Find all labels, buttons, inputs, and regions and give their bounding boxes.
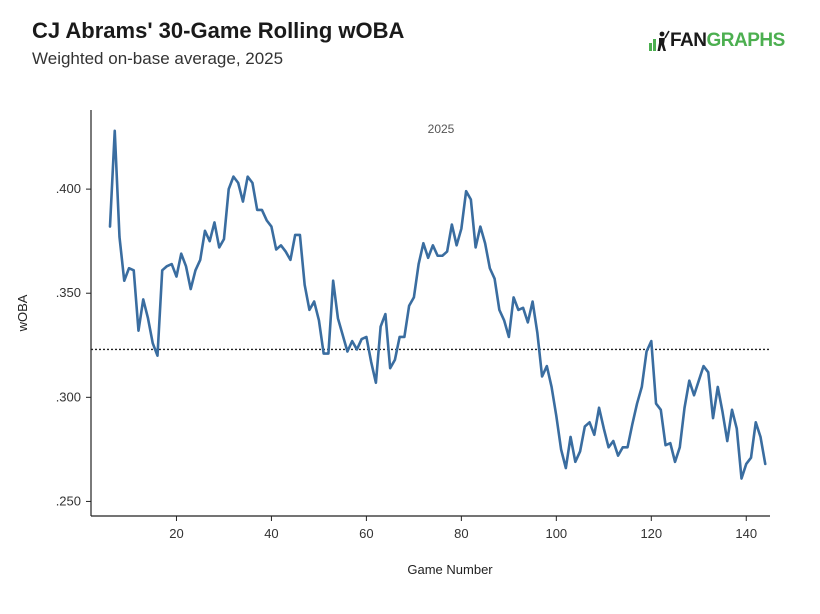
x-tick-label: 20 bbox=[169, 526, 183, 541]
x-tick-label: 60 bbox=[359, 526, 373, 541]
chart-title: CJ Abrams' 30-Game Rolling wOBA bbox=[32, 18, 405, 43]
x-tick-label: 100 bbox=[545, 526, 567, 541]
x-axis-title: Game Number bbox=[407, 562, 493, 577]
x-tick-label: 80 bbox=[454, 526, 468, 541]
x-tick-label: 140 bbox=[735, 526, 757, 541]
y-axis-ticks: .250 .300 .350 .400 bbox=[56, 181, 91, 508]
batter-icon bbox=[649, 30, 670, 51]
logo-wordmark: FANGRAPHS bbox=[670, 30, 785, 52]
x-tick-label: 120 bbox=[640, 526, 662, 541]
y-tick-label: .300 bbox=[56, 389, 81, 404]
y-axis-title: wOBA bbox=[15, 294, 30, 332]
chart-subtitle: Weighted on-base average, 2025 bbox=[32, 49, 284, 68]
y-tick-label: .250 bbox=[56, 493, 81, 508]
x-axis-ticks: 20 40 60 80 100 120 140 bbox=[169, 516, 757, 541]
y-tick-label: .400 bbox=[56, 181, 81, 196]
facet-label: 2025 bbox=[428, 122, 455, 136]
series-line-cj-abrams bbox=[108, 129, 767, 480]
logo-text-graphs: GRAPHS bbox=[706, 30, 786, 51]
logo-text-fan: FAN bbox=[670, 30, 707, 51]
y-tick-label: .350 bbox=[56, 285, 81, 300]
x-tick-label: 40 bbox=[264, 526, 278, 541]
fangraphs-logo: FANGRAPHS bbox=[648, 30, 785, 52]
